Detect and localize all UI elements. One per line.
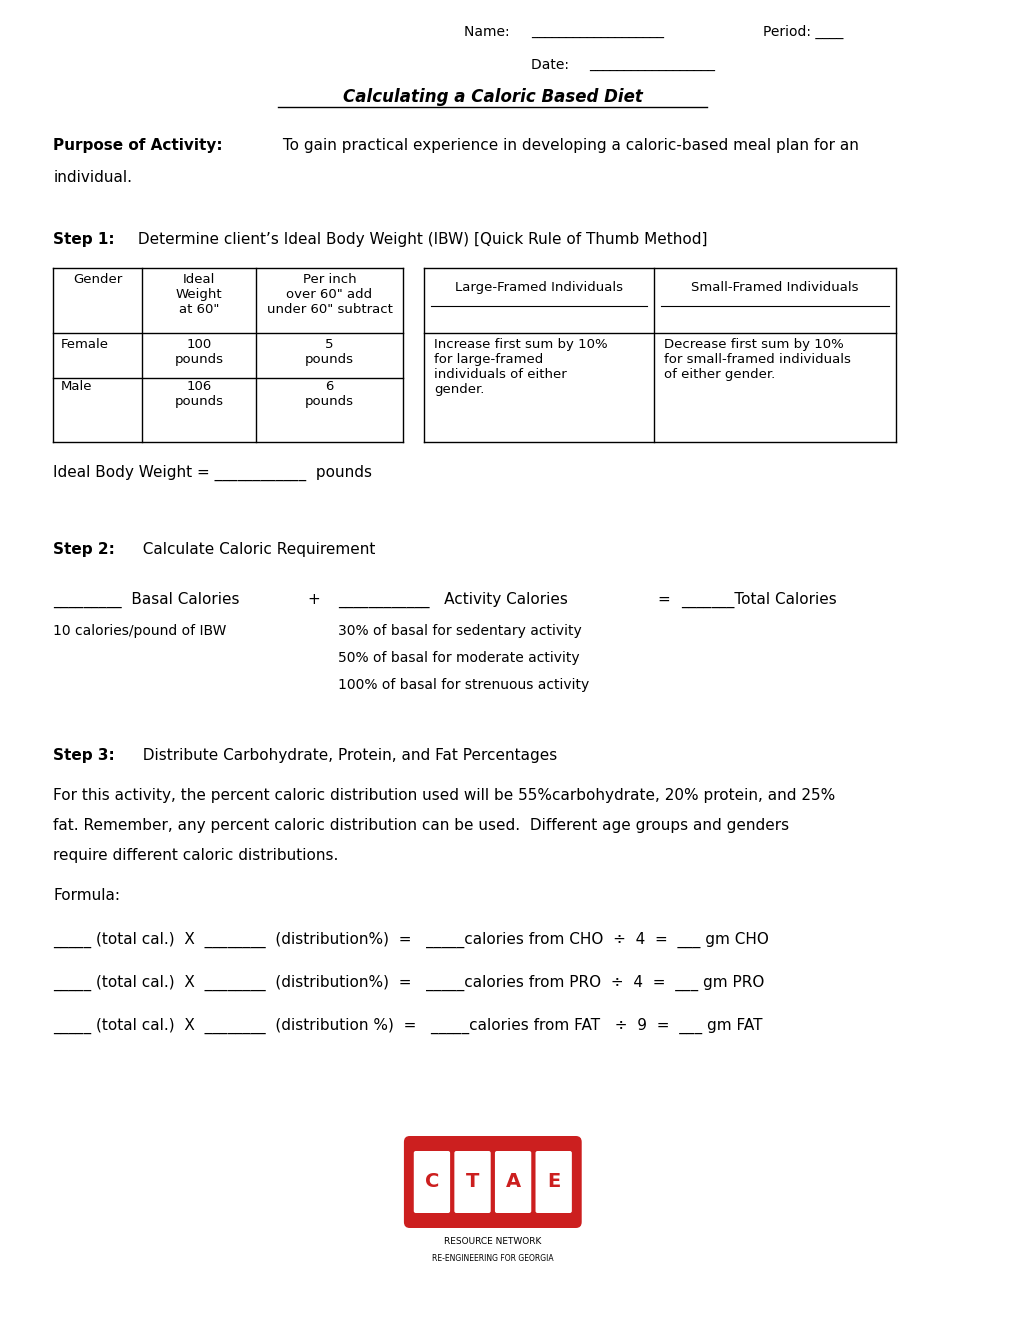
Text: =: =: [656, 591, 669, 607]
Text: Decrease first sum by 10%
for small-framed individuals
of either gender.: Decrease first sum by 10% for small-fram…: [663, 338, 850, 381]
Text: RESOURCE NETWORK: RESOURCE NETWORK: [443, 1237, 541, 1246]
Text: C: C: [424, 1172, 439, 1191]
Text: Gender: Gender: [73, 273, 122, 286]
Text: fat. Remember, any percent caloric distribution can be used.  Different age grou: fat. Remember, any percent caloric distr…: [53, 818, 789, 833]
Text: _______Total Calories: _______Total Calories: [681, 591, 837, 609]
FancyBboxPatch shape: [404, 1137, 581, 1228]
Text: _________  Basal Calories: _________ Basal Calories: [53, 591, 239, 609]
Text: Step 2:: Step 2:: [53, 543, 115, 557]
Text: Formula:: Formula:: [53, 888, 120, 903]
Text: 30% of basal for sedentary activity: 30% of basal for sedentary activity: [338, 624, 582, 638]
Text: Small-Framed Individuals: Small-Framed Individuals: [691, 281, 858, 294]
FancyBboxPatch shape: [414, 1151, 449, 1213]
Text: Female: Female: [61, 338, 109, 351]
Text: Step 1:: Step 1:: [53, 232, 115, 247]
Text: Purpose of Activity:: Purpose of Activity:: [53, 139, 222, 153]
Text: Male: Male: [61, 380, 93, 393]
Text: To gain practical experience in developing a caloric-based meal plan for an: To gain practical experience in developi…: [278, 139, 858, 153]
Text: T: T: [466, 1172, 479, 1191]
Text: 10 calories/pound of IBW: 10 calories/pound of IBW: [53, 624, 226, 638]
Text: Date:: Date:: [531, 58, 574, 73]
Text: 5
pounds: 5 pounds: [305, 338, 354, 366]
Text: Distribute Carbohydrate, Protein, and Fat Percentages: Distribute Carbohydrate, Protein, and Fa…: [133, 748, 557, 763]
Text: ____________   Activity Calories: ____________ Activity Calories: [338, 591, 568, 609]
Text: A: A: [505, 1172, 520, 1191]
Text: 100
pounds: 100 pounds: [174, 338, 223, 366]
Text: _____ (total cal.)  X  ________  (distribution%)  =   _____calories from CHO  ÷ : _____ (total cal.) X ________ (distribut…: [53, 932, 768, 948]
Text: 106
pounds: 106 pounds: [174, 380, 223, 408]
Text: Determine client’s Ideal Body Weight (IBW) [Quick Rule of Thumb Method]: Determine client’s Ideal Body Weight (IB…: [133, 232, 707, 247]
Text: For this activity, the percent caloric distribution used will be 55%carbohydrate: For this activity, the percent caloric d…: [53, 788, 835, 803]
Text: +: +: [307, 591, 320, 607]
Text: Ideal Body Weight = ____________  pounds: Ideal Body Weight = ____________ pounds: [53, 465, 372, 482]
Text: E: E: [546, 1172, 559, 1191]
Text: _____ (total cal.)  X  ________  (distribution%)  =   _____calories from PRO  ÷ : _____ (total cal.) X ________ (distribut…: [53, 975, 764, 991]
Text: Period: ____: Period: ____: [762, 25, 843, 40]
Text: 6
pounds: 6 pounds: [305, 380, 354, 408]
FancyBboxPatch shape: [453, 1151, 490, 1213]
Text: Calculating a Caloric Based Diet: Calculating a Caloric Based Diet: [342, 88, 642, 106]
Text: 100% of basal for strenuous activity: 100% of basal for strenuous activity: [338, 678, 589, 692]
Text: RE-ENGINEERING FOR GEORGIA: RE-ENGINEERING FOR GEORGIA: [432, 1254, 553, 1263]
Text: _____ (total cal.)  X  ________  (distribution %)  =   _____calories from FAT   : _____ (total cal.) X ________ (distribut…: [53, 1018, 762, 1034]
Text: Step 3:: Step 3:: [53, 748, 115, 763]
Text: Name:: Name:: [464, 25, 514, 40]
FancyBboxPatch shape: [535, 1151, 572, 1213]
Text: Increase first sum by 10%
for large-framed
individuals of either
gender.: Increase first sum by 10% for large-fram…: [433, 338, 607, 396]
Text: Per inch
over 60" add
under 60" subtract: Per inch over 60" add under 60" subtract: [266, 273, 392, 315]
FancyBboxPatch shape: [494, 1151, 531, 1213]
Text: Ideal
Weight
at 60": Ideal Weight at 60": [175, 273, 222, 315]
Text: ___________________: ___________________: [531, 25, 663, 40]
Text: 50% of basal for moderate activity: 50% of basal for moderate activity: [338, 651, 579, 665]
Text: Calculate Caloric Requirement: Calculate Caloric Requirement: [133, 543, 375, 557]
Text: Large-Framed Individuals: Large-Framed Individuals: [454, 281, 623, 294]
Text: individual.: individual.: [53, 170, 132, 185]
Text: __________________: __________________: [589, 58, 714, 73]
Text: require different caloric distributions.: require different caloric distributions.: [53, 847, 338, 863]
